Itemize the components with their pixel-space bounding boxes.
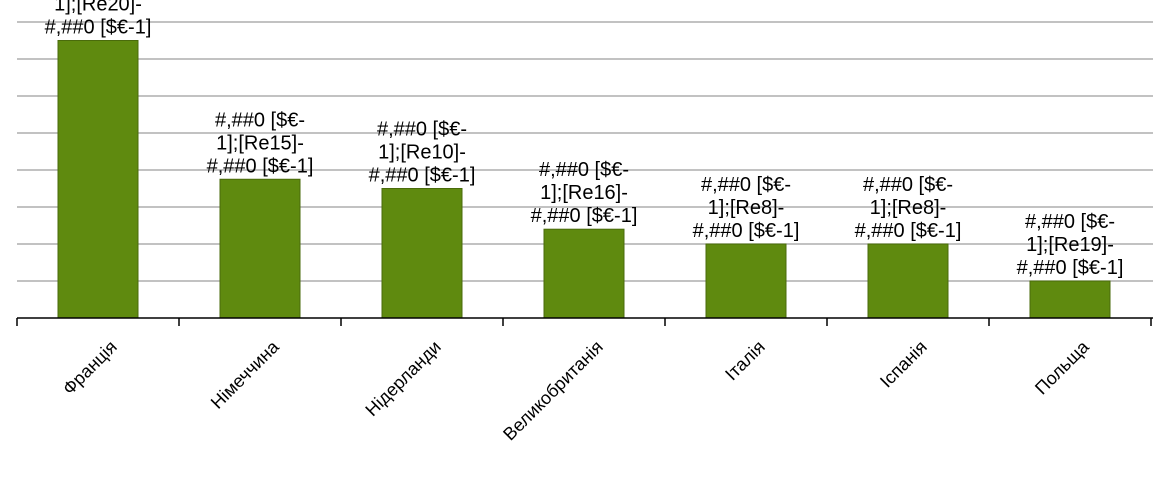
data-label-line: #,##0 [$€- bbox=[377, 119, 467, 141]
category-label-2: Німеччина bbox=[207, 336, 284, 413]
category-label-3: Нідерланди bbox=[361, 337, 444, 420]
data-label-line: 1];[Re19]- bbox=[1026, 234, 1114, 256]
data-label-line: 1];[Re8]- bbox=[870, 197, 947, 219]
data-label-1: 1];[Re20]-#,##0 [$€-1] bbox=[45, 0, 152, 39]
data-label-line: #,##0 [$€- bbox=[215, 109, 305, 131]
bar-6 bbox=[867, 243, 949, 319]
data-label-6: #,##0 [$€-1];[Re8]-#,##0 [$€-1] bbox=[855, 174, 962, 242]
category-labels: Франція Німеччина Нідерланди Великобританія… bbox=[59, 336, 1094, 444]
data-label-line: 1];[Re16]- bbox=[540, 182, 628, 204]
x-axis bbox=[16, 317, 1153, 326]
data-label-line: 1];[Re8]- bbox=[708, 197, 785, 219]
bar-7 bbox=[1029, 280, 1111, 319]
bar-2 bbox=[219, 178, 301, 319]
data-label-5: #,##0 [$€-1];[Re8]-#,##0 [$€-1] bbox=[693, 174, 800, 242]
data-label-line: #,##0 [$€- bbox=[1025, 211, 1115, 233]
data-label-line: #,##0 [$€-1] bbox=[855, 220, 962, 242]
data-label-line: #,##0 [$€- bbox=[863, 174, 953, 196]
category-label-1: Франція bbox=[59, 337, 121, 399]
data-label-line: 1];[Re10]- bbox=[378, 142, 466, 164]
data-label-line: #,##0 [$€- bbox=[539, 159, 629, 181]
grid-lines bbox=[17, 21, 1153, 282]
data-label-line: #,##0 [$€-1] bbox=[369, 165, 476, 187]
bar-1 bbox=[57, 40, 139, 319]
bar-3 bbox=[381, 188, 463, 319]
category-label-6: Іспанія bbox=[876, 337, 931, 392]
data-label-line: 1];[Re15]- bbox=[216, 132, 304, 154]
bar-4 bbox=[543, 228, 625, 319]
data-label-2: #,##0 [$€-1];[Re15]-#,##0 [$€-1] bbox=[207, 109, 314, 177]
data-label-line: #,##0 [$€-1] bbox=[1017, 257, 1124, 279]
data-label-line: #,##0 [$€- bbox=[701, 174, 791, 196]
data-labels: 1];[Re20]-#,##0 [$€-1]#,##0 [$€-1];[Re15… bbox=[45, 0, 1124, 279]
data-label-line: #,##0 [$€-1] bbox=[531, 205, 638, 227]
bar-5 bbox=[705, 243, 787, 319]
data-label-7: #,##0 [$€-1];[Re19]-#,##0 [$€-1] bbox=[1017, 211, 1124, 279]
category-label-4: Великобританія bbox=[499, 337, 607, 445]
data-label-3: #,##0 [$€-1];[Re10]-#,##0 [$€-1] bbox=[369, 119, 476, 187]
category-label-7: Польща bbox=[1031, 336, 1093, 398]
data-label-line: #,##0 [$€-1] bbox=[45, 17, 152, 39]
category-label-5: Італія bbox=[721, 337, 769, 385]
data-label-line: #,##0 [$€-1] bbox=[207, 155, 314, 177]
bars bbox=[57, 40, 1111, 319]
data-label-line: #,##0 [$€-1] bbox=[693, 220, 800, 242]
data-label-line: 1];[Re20]- bbox=[54, 0, 142, 16]
data-label-4: #,##0 [$€-1];[Re16]-#,##0 [$€-1] bbox=[531, 159, 638, 227]
